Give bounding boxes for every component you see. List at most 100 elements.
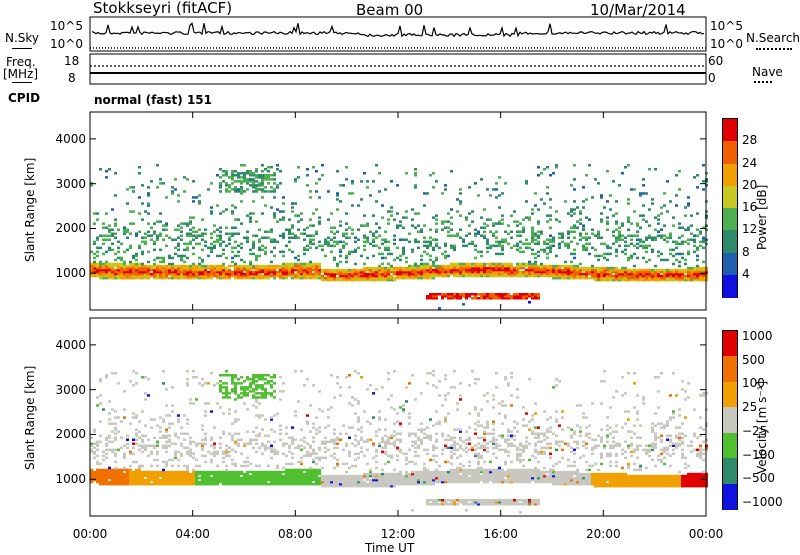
heatmap-cell [258, 374, 261, 377]
heatmap-cell [156, 459, 159, 462]
heatmap-cell [429, 372, 432, 375]
heatmap-cell [468, 477, 471, 480]
heatmap-cell [153, 259, 156, 262]
heatmap-cell [261, 188, 264, 191]
heatmap-cell [675, 253, 678, 256]
heatmap-cell [153, 249, 156, 252]
heatmap-cell [309, 239, 312, 242]
heatmap-cell [345, 222, 348, 225]
heatmap-cell [423, 204, 426, 207]
heatmap-cell [468, 224, 471, 227]
heatmap-cell [225, 445, 228, 448]
heatmap-cell [114, 422, 117, 425]
heatmap-cell [108, 441, 111, 444]
heatmap-cell [471, 447, 474, 450]
heatmap-cell [600, 194, 603, 197]
heatmap-cell [174, 178, 177, 181]
heatmap-cell [261, 392, 264, 395]
heatmap-cell [231, 257, 234, 260]
heatmap-cell [132, 190, 135, 193]
heatmap-cell [366, 449, 369, 452]
heatmap-cell [252, 439, 255, 442]
heatmap-cell [342, 184, 345, 187]
heatmap-cell [312, 273, 315, 276]
heatmap-cell [459, 463, 462, 466]
heatmap-cell [420, 263, 423, 266]
heatmap-cell [384, 188, 387, 191]
heatmap-cell [450, 263, 453, 266]
heatmap-cell [294, 414, 297, 417]
heatmap-cell [645, 269, 648, 272]
heatmap-cell [594, 249, 597, 252]
heatmap-cell [312, 459, 315, 462]
heatmap-cell [273, 178, 276, 181]
heatmap-cell [102, 235, 105, 238]
heatmap-cell [618, 184, 621, 187]
heatmap-cell [483, 222, 486, 225]
heatmap-cell [408, 241, 411, 244]
heatmap-cell [270, 174, 273, 177]
heatmap-cell [228, 190, 231, 193]
heatmap-cell [570, 253, 573, 256]
heatmap-cell [138, 430, 141, 433]
heatmap-cell [261, 164, 264, 167]
heatmap-cell [183, 255, 186, 258]
heatmap-cell [510, 214, 513, 217]
heatmap-cell [138, 465, 141, 468]
heatmap-cell [351, 443, 354, 446]
heatmap-cell [150, 227, 153, 230]
heatmap-cell [234, 451, 237, 454]
heatmap-cell [441, 253, 444, 256]
heatmap-cell [444, 499, 447, 502]
heatmap-cell [114, 237, 117, 240]
heatmap-cell [678, 253, 681, 256]
heatmap-cell [516, 231, 519, 234]
heatmap-cell [651, 269, 654, 272]
heatmap-cell [264, 378, 267, 381]
heatmap-cell [267, 447, 270, 450]
heatmap-cell [96, 469, 99, 472]
heatmap-cell [267, 265, 270, 268]
heatmap-cell [192, 216, 195, 219]
heatmap-cell [573, 200, 576, 203]
heatmap-cell [228, 176, 231, 179]
heatmap-cell [375, 467, 378, 470]
heatmap-cell [174, 253, 177, 256]
heatmap-cell [582, 186, 585, 189]
heatmap-cell [534, 233, 537, 236]
heatmap-cell [246, 408, 249, 411]
heatmap-cell [459, 237, 462, 240]
heatmap-cell [333, 439, 336, 442]
heatmap-cell [93, 241, 96, 244]
heatmap-cell [537, 265, 540, 268]
heatmap-cell [216, 204, 219, 207]
heatmap-cell [93, 212, 96, 215]
heatmap-cell [585, 233, 588, 236]
heatmap-cell [129, 233, 132, 236]
heatmap-cell [252, 178, 255, 181]
heatmap-cell [507, 293, 510, 296]
heatmap-cell [486, 267, 489, 270]
heatmap-cell [405, 216, 408, 219]
heatmap-cell [684, 275, 687, 278]
heatmap-cell [210, 265, 213, 268]
heatmap-cell [342, 424, 345, 427]
heatmap-cell [108, 418, 111, 421]
heatmap-cell [480, 263, 483, 266]
heatmap-cell [261, 170, 264, 173]
heatmap-cell [93, 451, 96, 454]
heatmap-cell [375, 222, 378, 225]
heatmap-cell [489, 263, 492, 266]
heatmap-cell [123, 467, 126, 470]
heatmap-cell [171, 422, 174, 425]
heatmap-cell [618, 269, 621, 272]
heatmap-cell [255, 396, 258, 399]
heatmap-cell [573, 178, 576, 181]
heatmap-cell [594, 255, 597, 258]
heatmap-cell [171, 410, 174, 413]
heatmap-cell [303, 263, 306, 266]
heatmap-cell [600, 218, 603, 221]
heatmap-cell [147, 202, 150, 205]
heatmap-cell [267, 174, 270, 177]
heatmap-cell [444, 439, 447, 442]
